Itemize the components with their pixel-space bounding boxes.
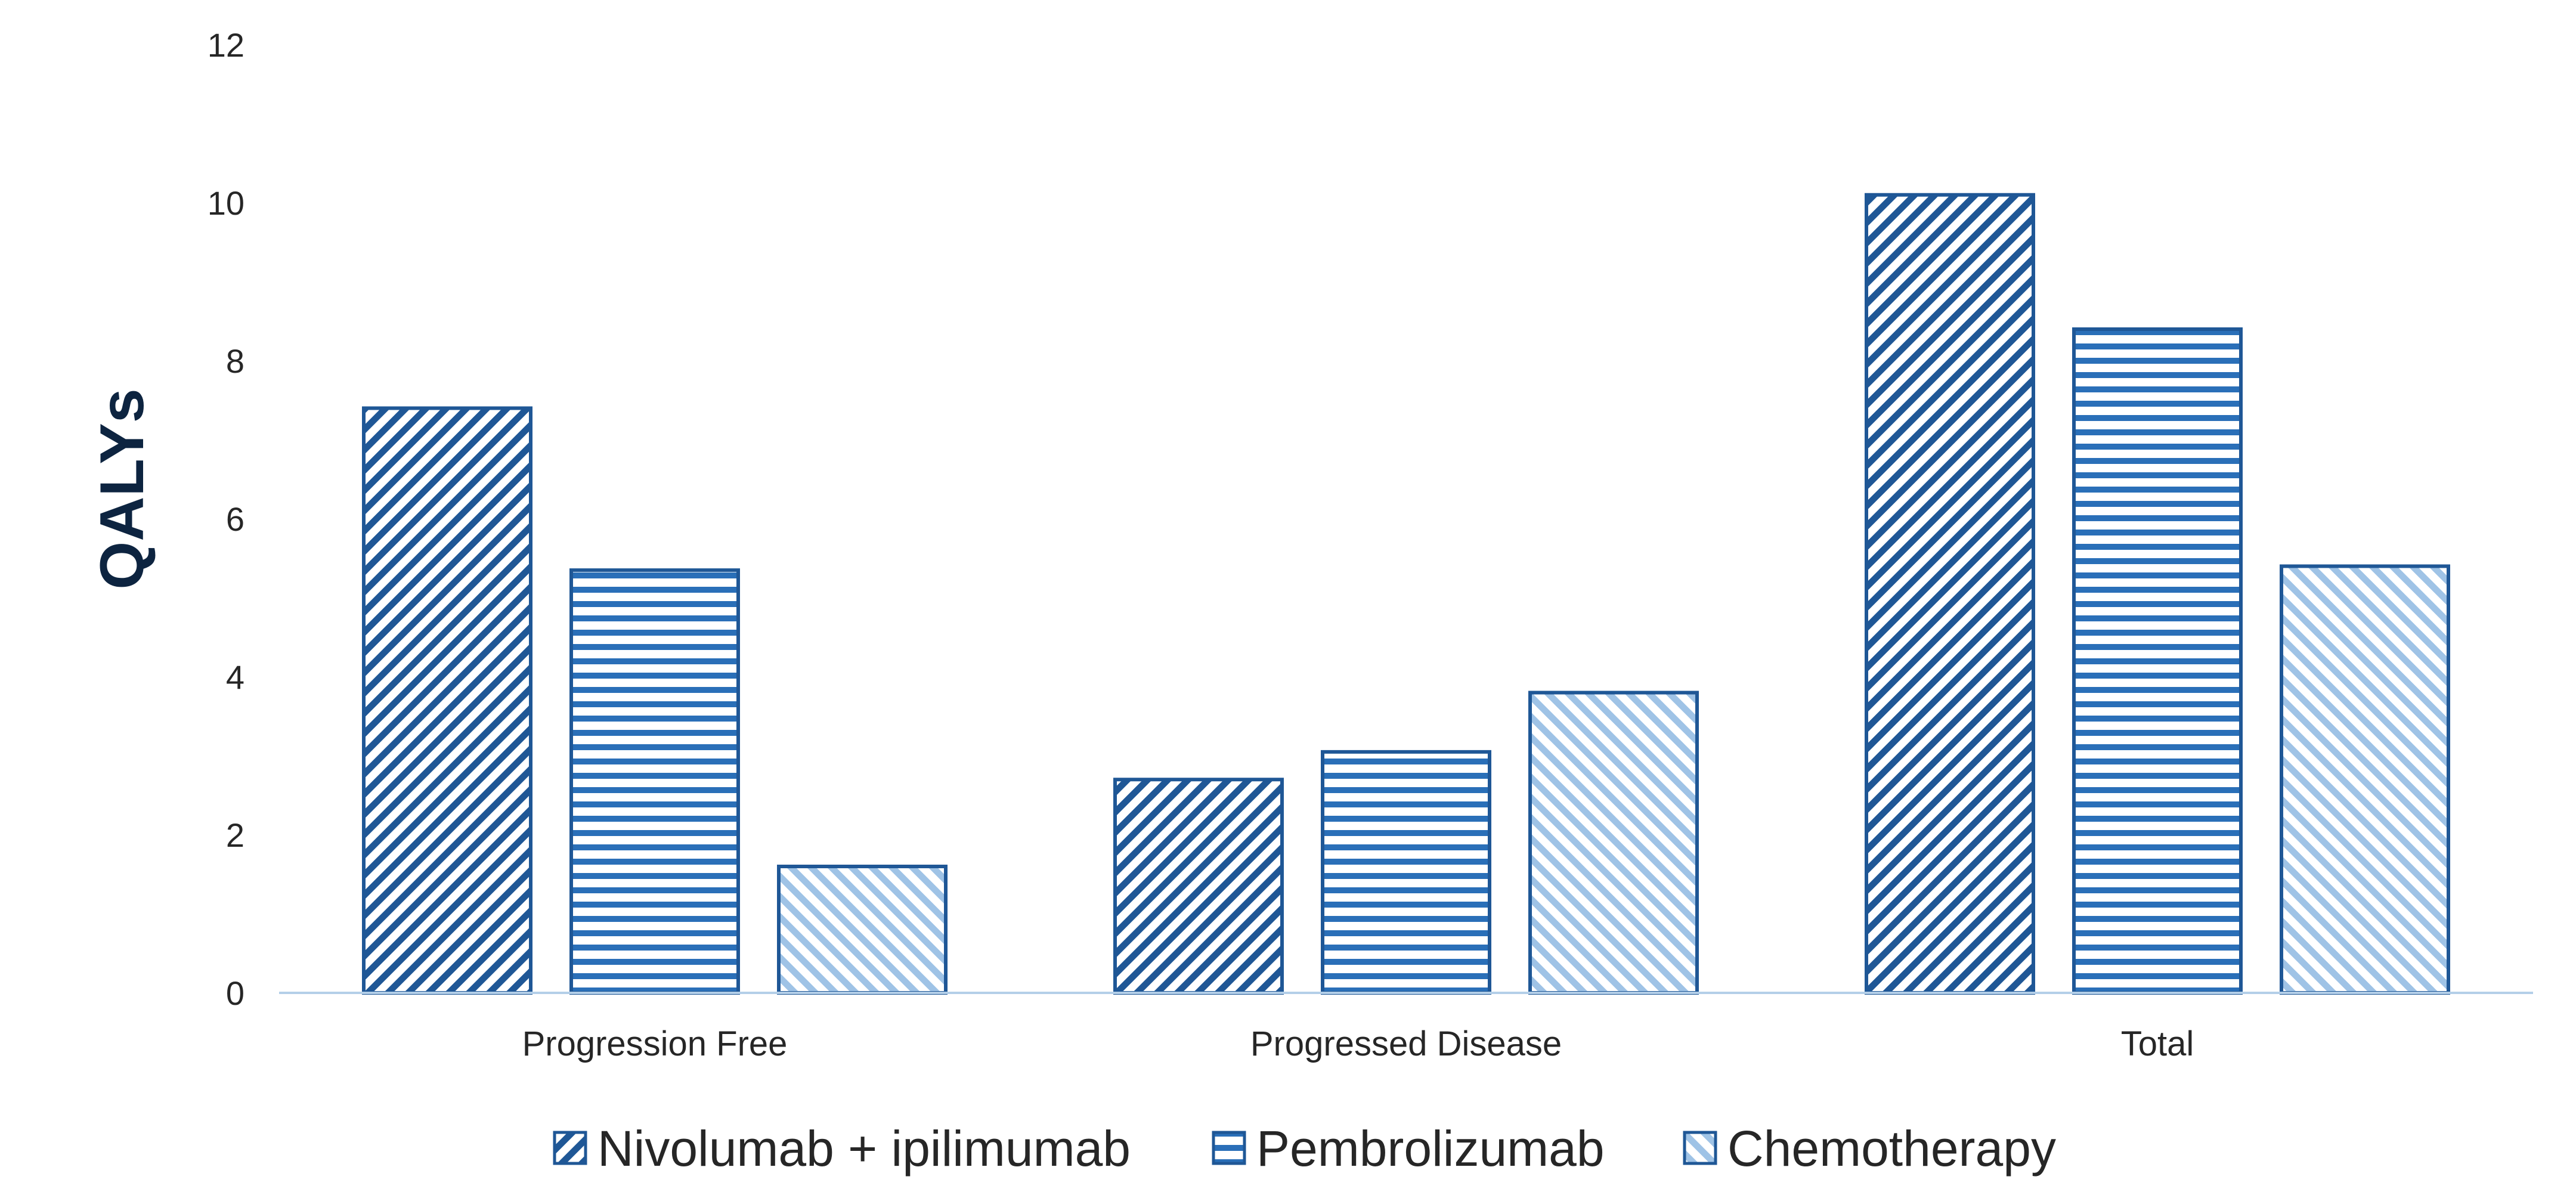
legend-swatch-chemotherapy	[1683, 1131, 1717, 1165]
bar-pembrolizumab-progression-free	[569, 568, 740, 995]
legend-label-pembrolizumab: Pembrolizumab	[1256, 1120, 1605, 1177]
y-tick-label: 10	[208, 184, 244, 222]
legend-swatch-pembrolizumab	[1212, 1131, 1246, 1165]
bar-nivolumab-ipilimumab-progression-free	[362, 406, 532, 995]
legend-swatch-nivolumab-ipilimumab	[553, 1131, 587, 1165]
legend-label-nivolumab-ipilimumab: Nivolumab + ipilimumab	[597, 1120, 1131, 1177]
x-category-label: Progression Free	[522, 1024, 788, 1063]
legend: Nivolumab + ipilimumab Pembrolizumab Chemo…	[553, 1120, 2056, 1177]
y-tick-label: 6	[226, 500, 244, 538]
bar-chemotherapy-progressed-disease	[1528, 691, 1699, 995]
bar-chemotherapy-progression-free	[777, 865, 948, 995]
legend-label-chemotherapy: Chemotherapy	[1727, 1120, 2056, 1177]
bar-pembrolizumab-progressed-disease	[1321, 750, 1491, 995]
y-tick-label: 2	[226, 816, 244, 854]
y-tick-label: 0	[226, 974, 244, 1012]
bar-pembrolizumab-total	[2072, 327, 2243, 995]
bar-nivolumab-ipilimumab-progressed-disease	[1113, 778, 1284, 995]
bars	[362, 193, 2450, 995]
y-tick-label: 4	[226, 658, 244, 696]
x-category-label: Total	[2121, 1024, 2194, 1063]
y-axis: 0 2 4 6 8 10 12	[208, 26, 244, 1012]
y-tick-label: 12	[208, 26, 244, 64]
x-axis: Progression Free Progressed Disease Total	[522, 1024, 2194, 1063]
x-category-label: Progressed Disease	[1250, 1024, 1562, 1063]
bar-nivolumab-ipilimumab-total	[1865, 193, 2035, 995]
y-axis-title-group: QALYs	[88, 388, 157, 589]
y-tick-label: 8	[226, 342, 244, 380]
y-axis-title: QALYs	[88, 388, 157, 589]
bar-chemotherapy-total	[2280, 564, 2450, 995]
